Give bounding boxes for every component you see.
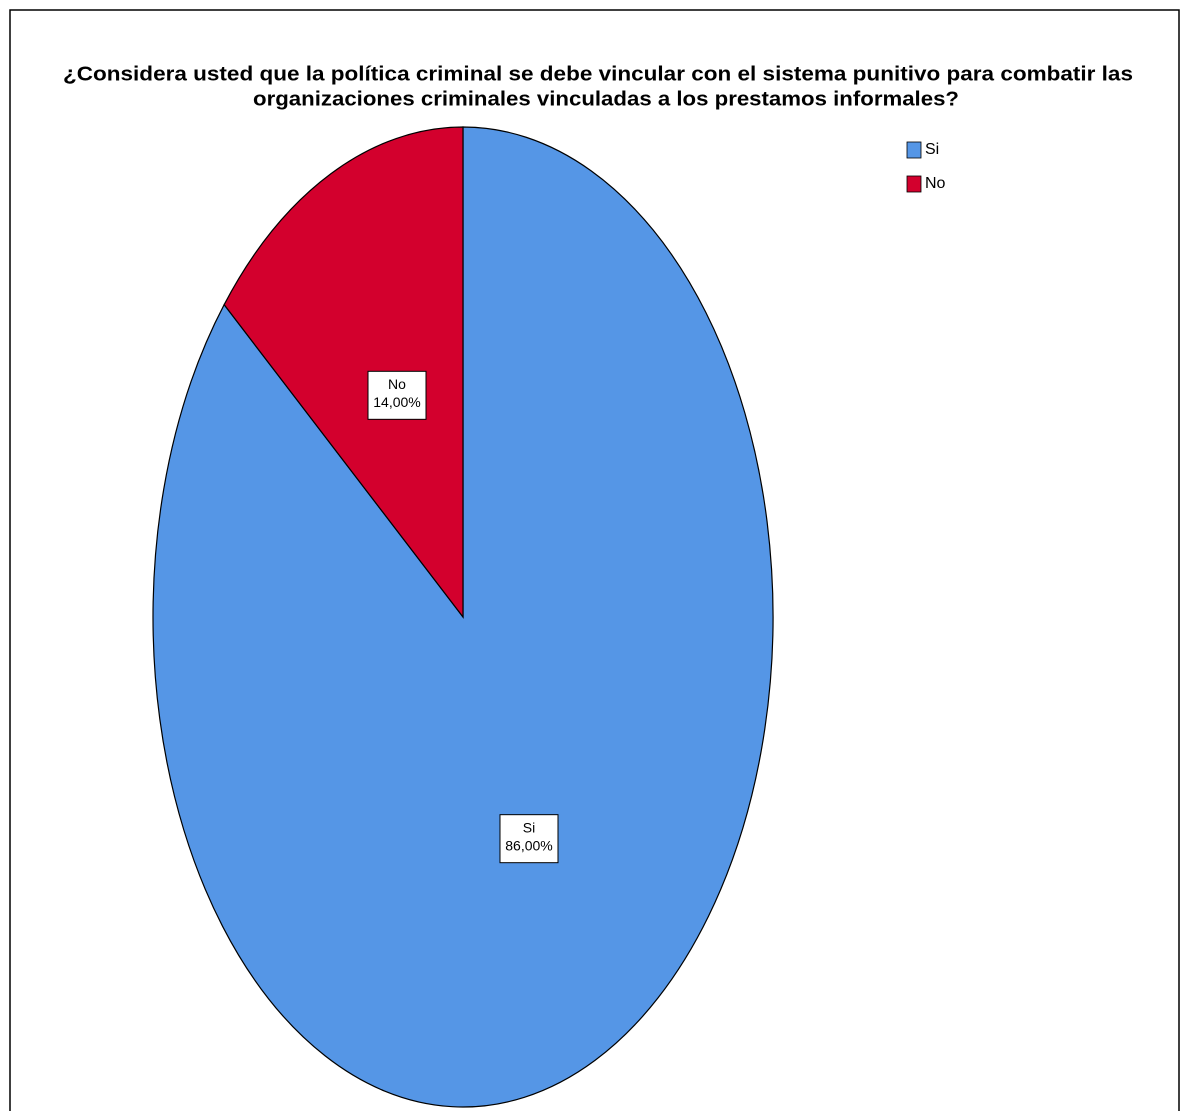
chart-title: organizaciones criminales vinculadas a l… bbox=[253, 88, 959, 110]
legend-label: No bbox=[925, 175, 946, 192]
pie-slice bbox=[223, 126, 464, 619]
legend-swatch bbox=[906, 141, 922, 159]
label-category: No bbox=[388, 376, 406, 392]
label-category: Si bbox=[523, 819, 535, 835]
legend-swatch bbox=[906, 175, 922, 193]
slice-label: Si 86,00% bbox=[499, 814, 559, 864]
label-box bbox=[499, 814, 559, 864]
label-box bbox=[367, 370, 427, 420]
label-value: 14,00% bbox=[373, 394, 420, 410]
slice-label: No 14,00% bbox=[367, 370, 427, 420]
legend-label: Si bbox=[925, 141, 939, 158]
label-value: 86,00% bbox=[505, 837, 552, 853]
chart-title: ¿Considera usted que la política crimina… bbox=[63, 63, 1133, 85]
